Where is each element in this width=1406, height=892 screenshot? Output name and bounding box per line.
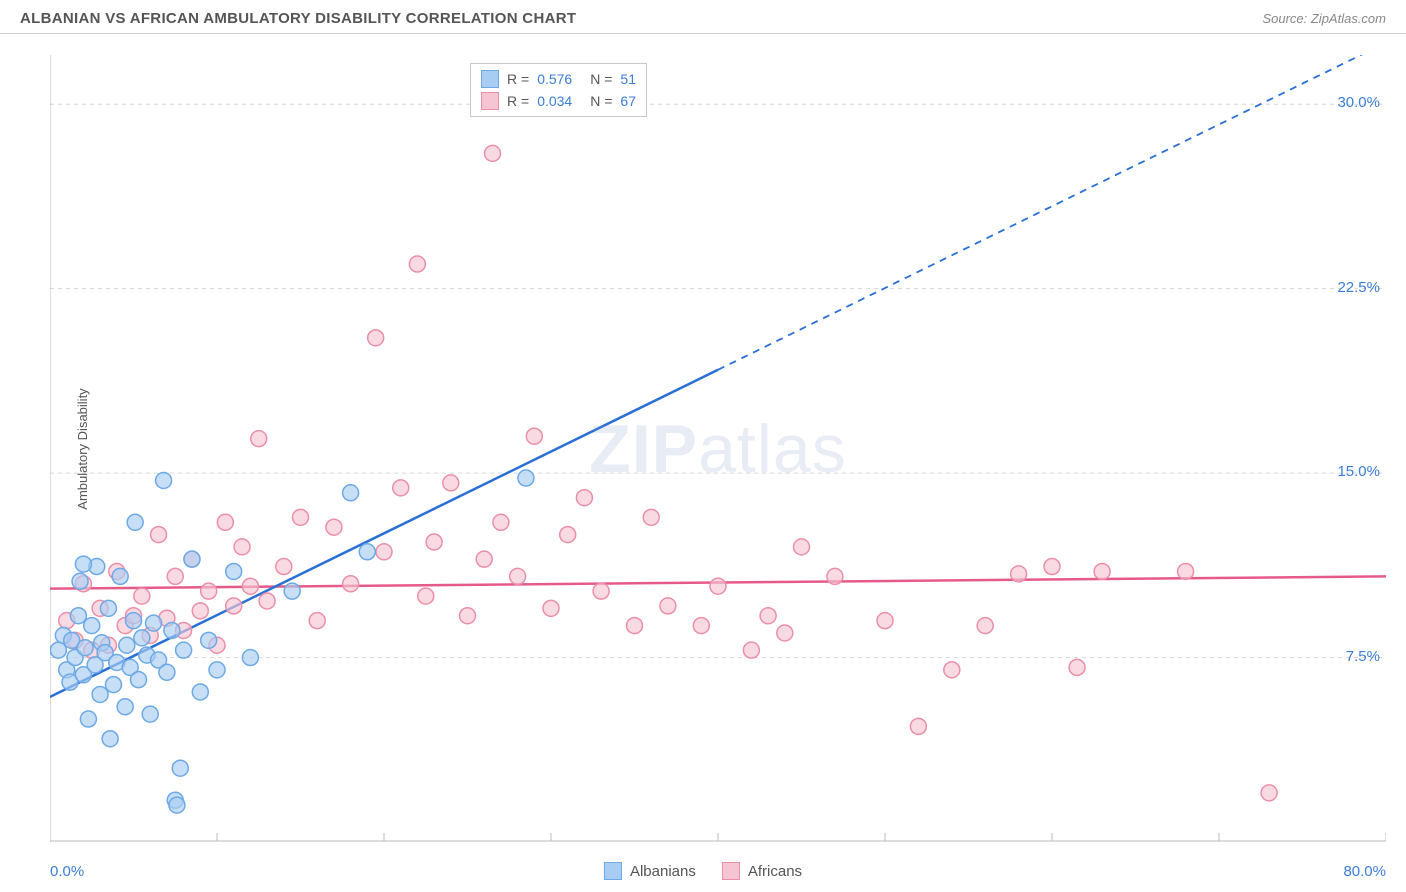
x-max-label: 80.0%	[1343, 863, 1386, 880]
swatch-albanians	[481, 70, 499, 88]
legend-swatch-africans	[722, 862, 740, 880]
swatch-africans	[481, 92, 499, 110]
y-tick-label: 7.5%	[1346, 648, 1380, 665]
series-legend: Albanians Africans	[604, 862, 802, 880]
legend-row-albanians: R = 0.576 N = 51	[481, 68, 636, 90]
legend-swatch-albanians	[604, 862, 622, 880]
correlation-legend: R = 0.576 N = 51 R = 0.034 N = 67	[470, 63, 647, 117]
y-tick-label: 22.5%	[1337, 279, 1380, 296]
chart-header: ALBANIAN VS AFRICAN AMBULATORY DISABILIT…	[0, 0, 1406, 34]
x-min-label: 0.0%	[50, 863, 84, 880]
legend-item-africans: Africans	[722, 862, 802, 880]
y-tick-label: 15.0%	[1337, 463, 1380, 480]
chart-area: Ambulatory Disability ZIPatlas R = 0.576…	[50, 55, 1386, 842]
legend-row-africans: R = 0.034 N = 67	[481, 90, 636, 112]
source-attribution: Source: ZipAtlas.com	[1262, 11, 1386, 26]
chart-title: ALBANIAN VS AFRICAN AMBULATORY DISABILIT…	[20, 10, 576, 27]
y-tick-label: 30.0%	[1337, 94, 1380, 111]
scatter-plot	[50, 55, 1386, 842]
legend-item-albanians: Albanians	[604, 862, 696, 880]
